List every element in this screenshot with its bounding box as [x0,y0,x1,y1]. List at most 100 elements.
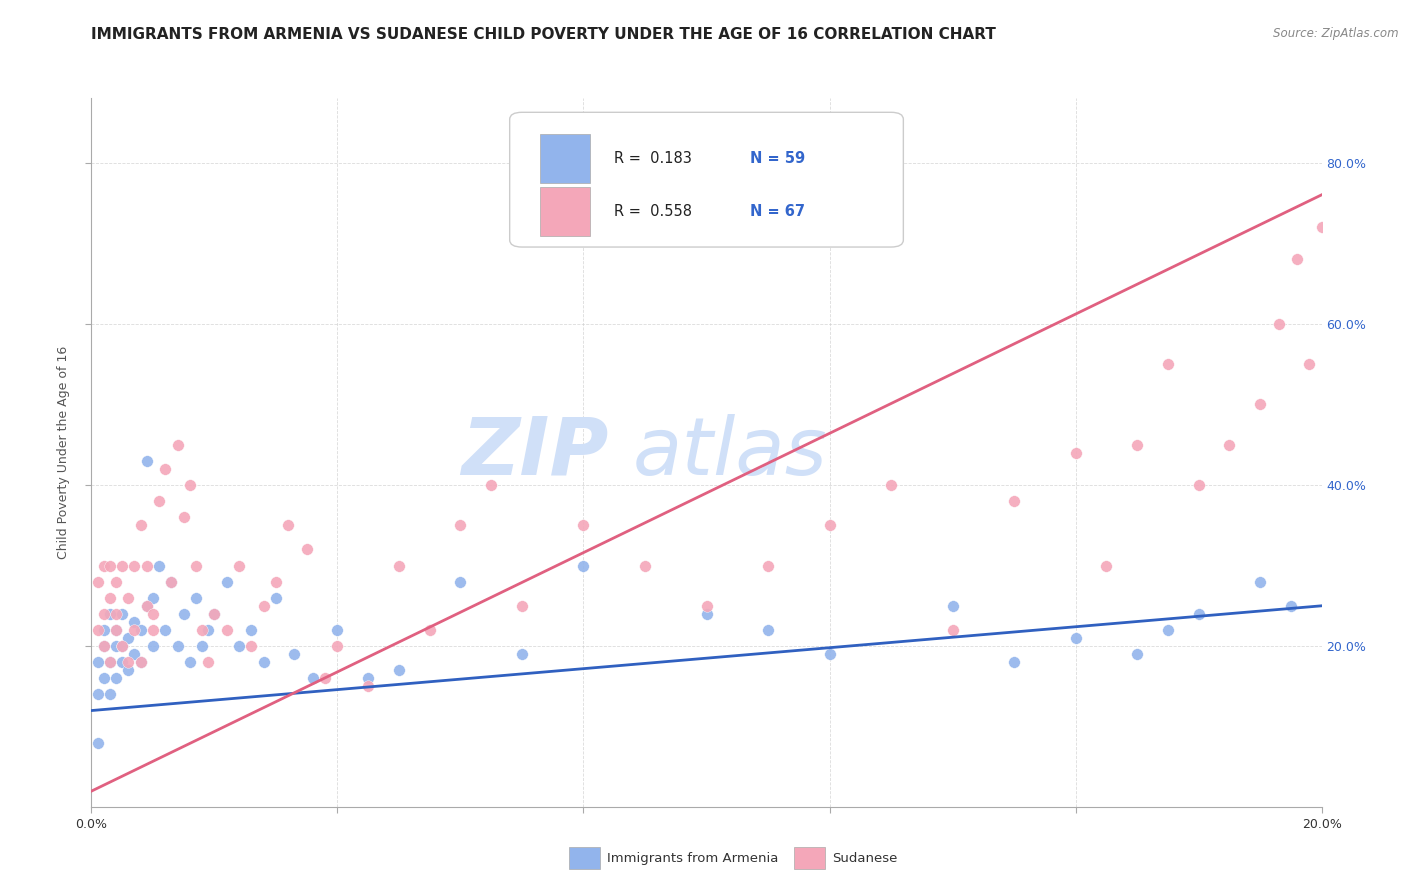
Point [1126,437,1149,451]
Point [98,591,121,605]
Point [357,671,380,685]
Point [215,623,238,637]
Point [160,574,183,589]
FancyBboxPatch shape [540,186,589,236]
Point [295,542,318,557]
Point [1064,446,1087,460]
Point [142,639,165,653]
Point [634,558,657,573]
Point [1064,631,1087,645]
Point [124,615,146,629]
Point [105,623,127,637]
Point [153,623,177,637]
Point [179,655,201,669]
Point [105,607,127,621]
Text: ZIP: ZIP [461,414,607,491]
Point [111,639,134,653]
Point [449,518,471,533]
Point [184,558,207,573]
Point [1187,607,1209,621]
Point [93,558,115,573]
Text: Sudanese: Sudanese [832,852,897,864]
Point [117,631,139,645]
Point [129,655,152,669]
Point [1095,558,1118,573]
Text: N = 59: N = 59 [749,151,804,166]
Point [142,591,165,605]
Point [129,623,152,637]
Point [191,639,214,653]
Point [1157,623,1180,637]
Point [419,623,441,637]
Point [479,478,502,492]
Point [357,679,380,693]
Point [105,623,127,637]
Point [572,558,595,573]
Text: N = 67: N = 67 [749,204,804,219]
Point [173,607,195,621]
Point [1249,397,1271,411]
Point [135,454,157,468]
Point [1187,478,1209,492]
Point [240,639,263,653]
Point [129,655,152,669]
FancyBboxPatch shape [509,112,903,247]
Text: R =  0.183: R = 0.183 [614,151,692,166]
Point [942,599,965,613]
Point [818,647,841,661]
Point [1286,252,1309,267]
Point [160,574,183,589]
Point [1157,357,1180,371]
Point [202,607,225,621]
Point [111,655,134,669]
Point [1267,317,1289,331]
Point [818,518,841,533]
Point [756,623,779,637]
Point [98,607,121,621]
Point [228,639,250,653]
Point [1002,494,1025,508]
Point [124,558,146,573]
Point [756,558,779,573]
Point [105,574,127,589]
Text: atlas: atlas [633,414,828,491]
Text: R =  0.558: R = 0.558 [614,204,692,219]
Text: IMMIGRANTS FROM ARMENIA VS SUDANESE CHILD POVERTY UNDER THE AGE OF 16 CORRELATIO: IMMIGRANTS FROM ARMENIA VS SUDANESE CHIL… [91,27,997,42]
Point [135,599,157,613]
Point [98,655,121,669]
Point [202,607,225,621]
Point [148,558,170,573]
Point [142,607,165,621]
Point [253,655,276,669]
Point [111,607,134,621]
Point [124,647,146,661]
Point [326,623,349,637]
Point [191,623,214,637]
Point [86,623,108,637]
Point [326,639,349,653]
Point [166,639,188,653]
Point [228,558,250,573]
Point [93,639,115,653]
Point [314,671,336,685]
Point [179,478,201,492]
Point [105,639,127,653]
Point [93,671,115,685]
Point [173,510,195,524]
Point [197,655,219,669]
Y-axis label: Child Poverty Under the Age of 16: Child Poverty Under the Age of 16 [56,346,70,559]
Point [135,599,157,613]
Point [111,639,134,653]
Point [1218,437,1240,451]
Point [388,663,411,677]
Point [117,663,139,677]
Point [129,518,152,533]
Point [510,599,533,613]
Point [124,623,146,637]
Point [184,591,207,605]
Point [117,591,139,605]
Point [696,599,718,613]
Point [1126,647,1149,661]
Point [86,736,108,750]
Point [388,558,411,573]
